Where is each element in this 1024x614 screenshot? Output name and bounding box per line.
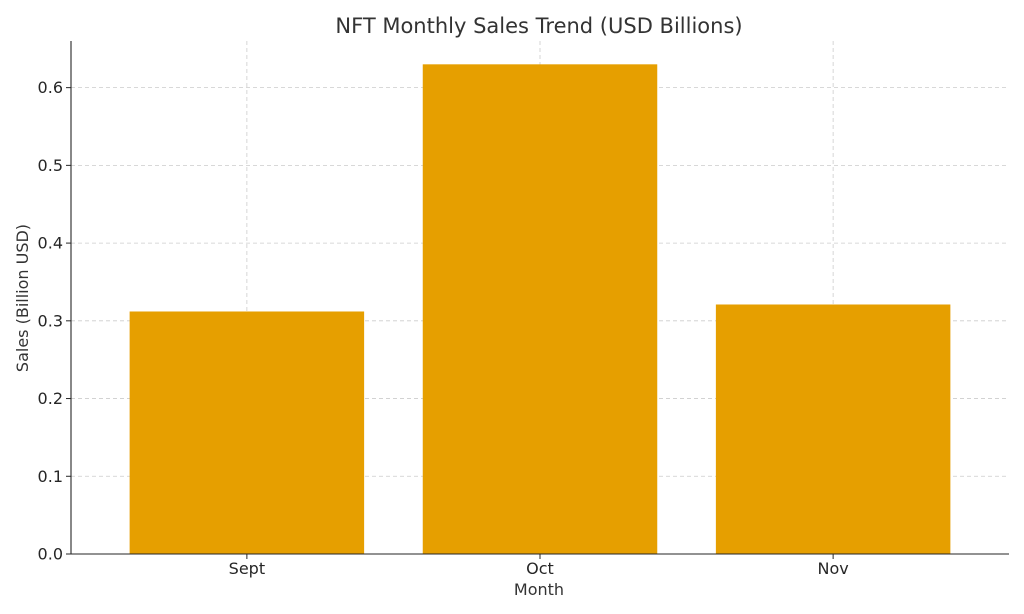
bar-oct (422, 64, 658, 555)
bar-sept (129, 311, 365, 554)
chart-title: NFT Monthly Sales Trend (USD Billions) (335, 14, 742, 38)
y-tick-label: 0.5 (38, 156, 63, 175)
x-tick-label: Sept (229, 559, 265, 578)
x-axis-label: Month (514, 580, 564, 599)
y-tick-label: 0.6 (38, 78, 63, 97)
y-tick-label: 0.0 (38, 545, 63, 564)
y-tick-label: 0.3 (38, 311, 63, 330)
bars-layer (129, 64, 951, 555)
y-axis-label: Sales (Billion USD) (13, 224, 32, 372)
y-tick-label: 0.4 (38, 234, 63, 253)
x-tick-label: Nov (818, 559, 849, 578)
bar-nov (715, 304, 951, 554)
y-tick-label: 0.1 (38, 467, 63, 486)
ticks-layer: 0.0 0.1 0.2 0.3 0.4 0.5 0.6 Sept Oct Nov (38, 78, 849, 578)
x-tick-label: Oct (526, 559, 554, 578)
y-tick-label: 0.2 (38, 389, 63, 408)
